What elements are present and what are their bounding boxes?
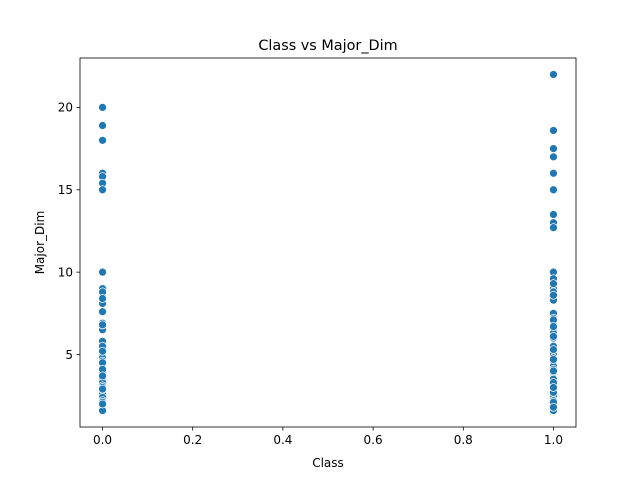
y-tick-label: 10: [58, 265, 73, 279]
data-point: [549, 290, 558, 300]
plot-area: [79, 57, 577, 428]
x-tick-label: 0.0: [93, 433, 112, 447]
y-axis-label: Major_Dim: [33, 211, 47, 275]
data-point: [549, 185, 558, 195]
data-point: [98, 371, 107, 381]
data-point: [549, 223, 558, 233]
data-point: [549, 279, 558, 289]
data-point: [98, 346, 107, 356]
data-point: [98, 185, 107, 195]
chart-title: Class vs Major_Dim: [258, 38, 397, 54]
axes-frame: [79, 57, 577, 428]
data-points: [98, 70, 558, 415]
data-point: [98, 320, 107, 330]
x-axis-ticks: 0.0 0.2 0.4 0.6 0.8 1.0: [93, 427, 563, 447]
data-point: [549, 332, 558, 341]
data-point: [549, 355, 558, 364]
data-point: [549, 383, 558, 392]
x-tick-label: 0.8: [454, 433, 473, 447]
data-point: [549, 366, 558, 376]
data-point: [98, 307, 107, 317]
data-point: [549, 345, 558, 354]
y-tick-label: 15: [58, 183, 73, 197]
data-point: [549, 402, 558, 412]
x-tick-label: 0.2: [183, 433, 202, 447]
data-point: [549, 210, 558, 219]
x-tick-label: 1.0: [544, 433, 563, 447]
data-point: [549, 152, 558, 162]
data-point: [98, 399, 107, 409]
data-point: [549, 168, 558, 178]
data-point: [549, 144, 558, 153]
data-point: [98, 103, 107, 112]
data-point: [98, 384, 107, 394]
y-axis-ticks: 5 10 15 20: [58, 101, 80, 362]
data-point: [98, 294, 107, 303]
x-tick-label: 0.6: [364, 433, 383, 447]
data-point: [549, 70, 558, 79]
data-point: [549, 322, 558, 331]
y-tick-label: 20: [58, 101, 73, 115]
data-point: [98, 121, 107, 130]
x-tick-label: 0.4: [273, 433, 292, 447]
data-point: [549, 126, 558, 135]
x-axis-label: Class: [312, 456, 344, 470]
y-tick-label: 5: [65, 348, 73, 362]
data-point: [98, 267, 107, 277]
data-point: [98, 135, 107, 145]
